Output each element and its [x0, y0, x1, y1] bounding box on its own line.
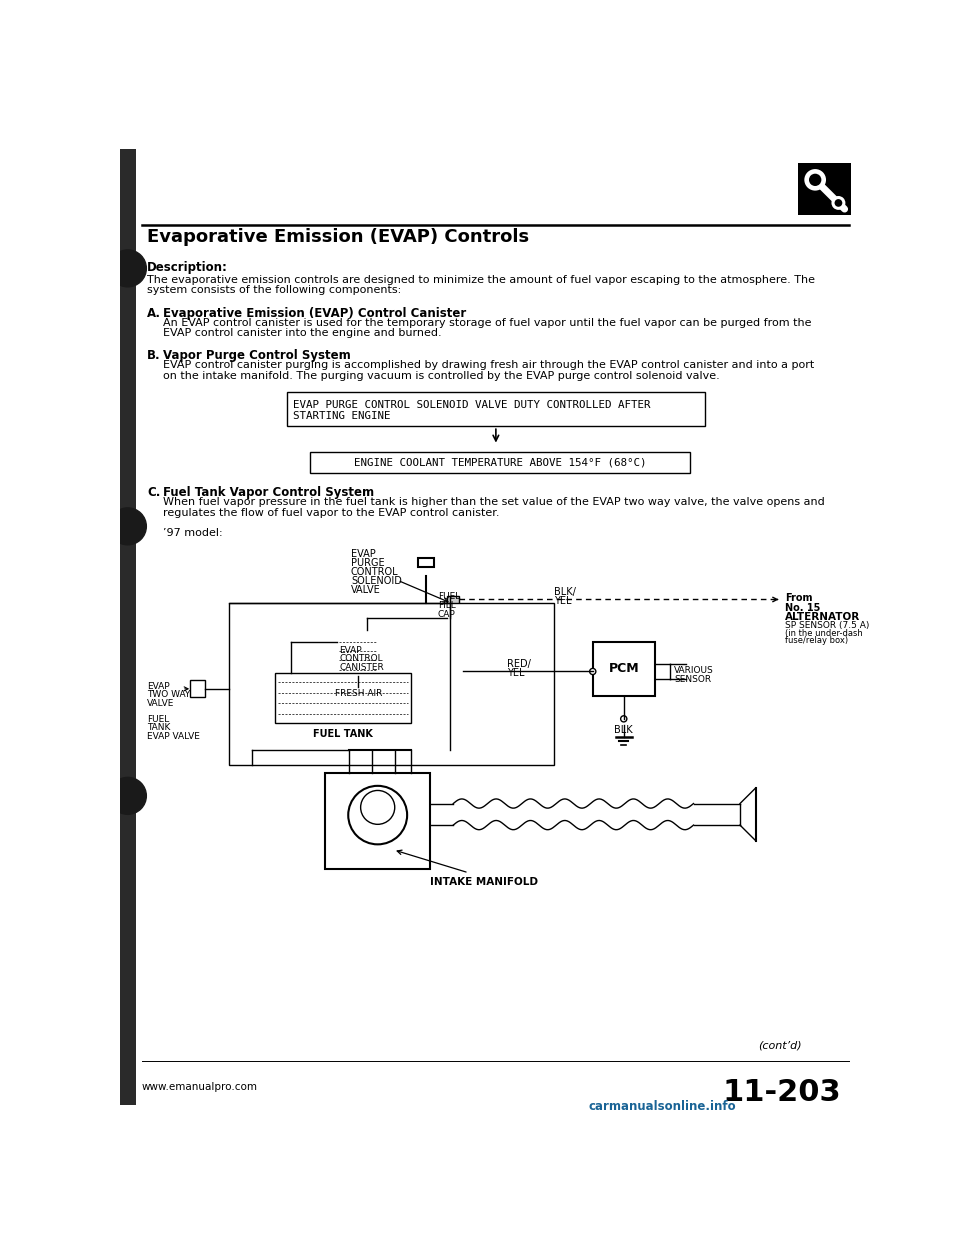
Text: Evaporative Emission (EVAP) Control Canister: Evaporative Emission (EVAP) Control Cani…: [162, 307, 466, 320]
Bar: [190, 681, 205, 697]
Text: EVAP control canister into the engine and burned.: EVAP control canister into the engine an…: [162, 328, 442, 339]
Bar: [120, 149, 135, 1105]
Text: FUEL: FUEL: [438, 591, 460, 601]
Bar: [592, 642, 655, 696]
Text: When fuel vapor pressure in the fuel tank is higher than the set value of the EV: When fuel vapor pressure in the fuel tan…: [162, 497, 825, 507]
Bar: [419, 558, 434, 568]
Bar: [447, 596, 460, 619]
Text: EVAP: EVAP: [351, 549, 375, 559]
Text: VARIOUS: VARIOUS: [674, 666, 714, 676]
Text: EVAP: EVAP: [147, 682, 170, 691]
Circle shape: [109, 508, 146, 545]
Text: BLK/: BLK/: [554, 587, 576, 597]
Bar: [798, 163, 851, 215]
Bar: [325, 773, 430, 869]
Text: www.emanualpro.com: www.emanualpro.com: [142, 1082, 257, 1092]
Text: STARTING ENGINE: STARTING ENGINE: [293, 411, 391, 421]
Circle shape: [361, 790, 395, 825]
Text: The evaporative emission controls are designed to minimize the amount of fuel va: The evaporative emission controls are de…: [147, 274, 815, 284]
Circle shape: [831, 196, 846, 210]
Text: carmanualsonline.info: carmanualsonline.info: [588, 1100, 736, 1113]
Text: EVAP PURGE CONTROL SOLENOID VALVE DUTY CONTROLLED AFTER: EVAP PURGE CONTROL SOLENOID VALVE DUTY C…: [293, 400, 650, 410]
Circle shape: [589, 668, 596, 674]
Text: EVAP control canister purging is accomplished by drawing fresh air through the E: EVAP control canister purging is accompl…: [162, 360, 814, 370]
Text: TANK: TANK: [147, 723, 171, 733]
Text: BLK: BLK: [614, 725, 633, 735]
Text: SP SENSOR (7.5 A): SP SENSOR (7.5 A): [785, 621, 870, 630]
Text: fuse/relay box): fuse/relay box): [785, 636, 848, 646]
Bar: [310, 452, 689, 473]
Text: FRESH AIR: FRESH AIR: [335, 689, 382, 698]
Circle shape: [621, 715, 627, 722]
Text: No. 15: No. 15: [785, 602, 821, 612]
Text: ENGINE COOLANT TEMPERATURE ABOVE 154°F (68°C): ENGINE COOLANT TEMPERATURE ABOVE 154°F (…: [353, 457, 646, 467]
Circle shape: [109, 250, 146, 287]
Text: Fuel Tank Vapor Control System: Fuel Tank Vapor Control System: [162, 487, 373, 499]
Text: SENSOR: SENSOR: [674, 674, 711, 683]
Bar: [275, 673, 411, 723]
Text: FUEL: FUEL: [147, 715, 169, 724]
Circle shape: [109, 777, 146, 815]
Text: ’97 model:: ’97 model:: [162, 528, 223, 538]
Text: regulates the flow of fuel vapor to the EVAP control canister.: regulates the flow of fuel vapor to the …: [162, 508, 499, 518]
Text: EVAP VALVE: EVAP VALVE: [147, 732, 200, 741]
Text: CONTROL: CONTROL: [351, 568, 398, 578]
Text: CAP: CAP: [438, 610, 455, 620]
Text: 11-203: 11-203: [722, 1078, 841, 1107]
Text: YEL: YEL: [508, 668, 525, 678]
Bar: [287, 392, 706, 426]
Text: Vapor Purge Control System: Vapor Purge Control System: [162, 349, 350, 363]
Text: INTAKE MANIFOLD: INTAKE MANIFOLD: [430, 877, 539, 888]
Text: PURGE: PURGE: [351, 559, 385, 569]
Text: Evaporative Emission (EVAP) Controls: Evaporative Emission (EVAP) Controls: [147, 229, 529, 246]
Circle shape: [804, 169, 826, 190]
Text: FILL: FILL: [438, 601, 455, 610]
Text: A.: A.: [147, 307, 161, 320]
Text: VALVE: VALVE: [147, 699, 175, 708]
Text: EVAP: EVAP: [339, 646, 362, 655]
Text: RED/: RED/: [508, 660, 532, 669]
Circle shape: [809, 174, 822, 186]
Bar: [337, 630, 379, 677]
Text: SOLENOID: SOLENOID: [351, 576, 402, 586]
Text: B.: B.: [147, 349, 160, 363]
Text: FUEL TANK: FUEL TANK: [313, 729, 372, 739]
Text: An EVAP control canister is used for the temporary storage of fuel vapor until t: An EVAP control canister is used for the…: [162, 318, 811, 328]
Text: ALTERNATOR: ALTERNATOR: [785, 612, 860, 622]
Text: (cont’d): (cont’d): [758, 1041, 802, 1051]
Text: VALVE: VALVE: [351, 585, 381, 595]
Text: C.: C.: [147, 487, 160, 499]
Circle shape: [834, 199, 842, 206]
Text: From: From: [785, 594, 812, 604]
Text: Description:: Description:: [147, 261, 228, 273]
Text: (in the under-dash: (in the under-dash: [785, 628, 863, 637]
Text: CONTROL: CONTROL: [339, 655, 383, 663]
Bar: [228, 604, 554, 765]
Text: on the intake manifold. The purging vacuum is controlled by the EVAP purge contr: on the intake manifold. The purging vacu…: [162, 371, 719, 381]
Text: PCM: PCM: [609, 662, 639, 676]
Text: TWO WAY: TWO WAY: [147, 691, 190, 699]
Circle shape: [348, 786, 407, 845]
Text: system consists of the following components:: system consists of the following compone…: [147, 286, 401, 296]
Text: CANISTER: CANISTER: [339, 663, 384, 672]
Text: YEL: YEL: [554, 596, 571, 606]
